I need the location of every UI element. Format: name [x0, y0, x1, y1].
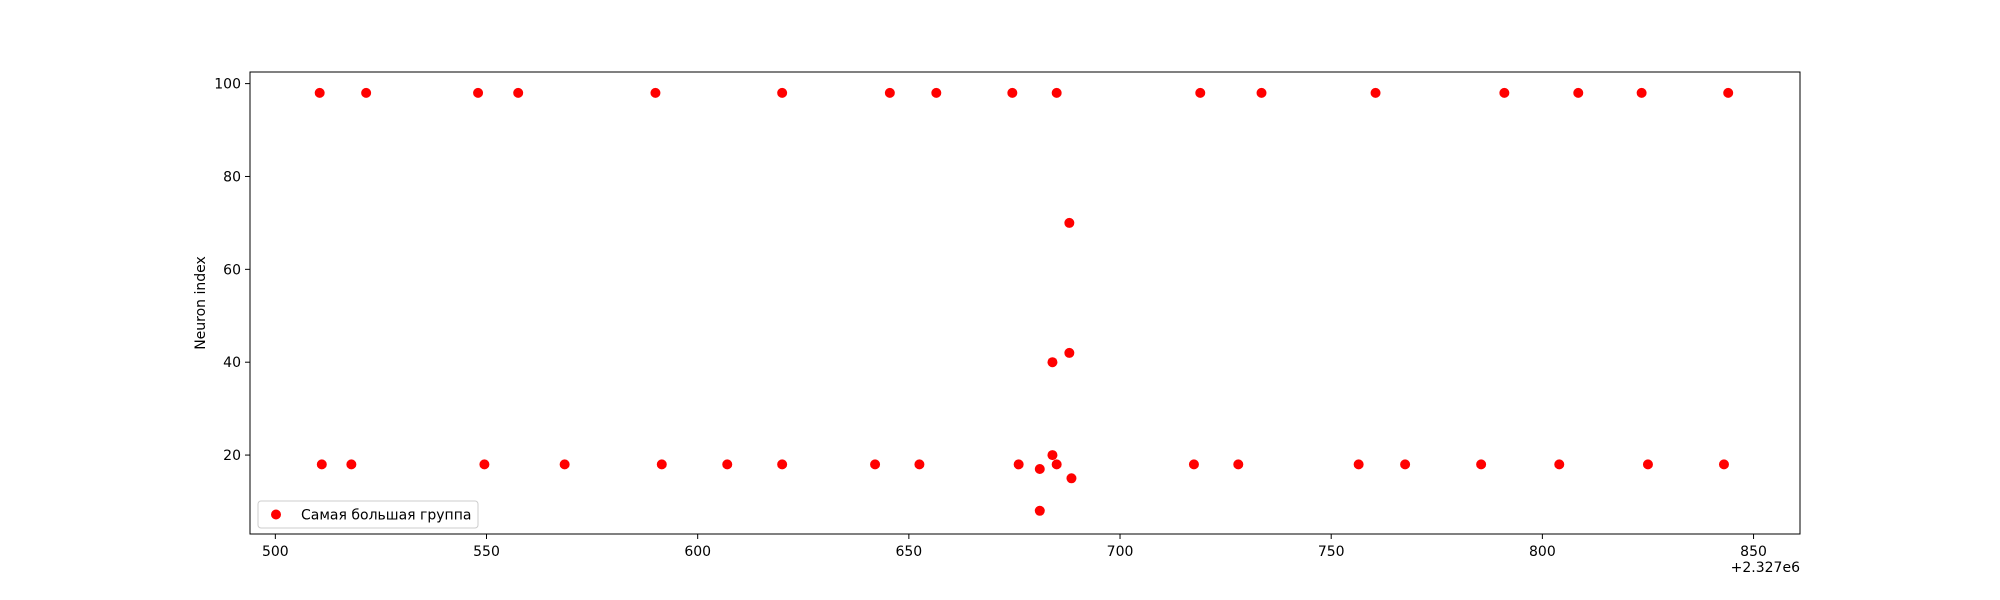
- legend-box: [257, 500, 479, 529]
- x-tick-label: 650: [895, 544, 922, 560]
- x-tick-label: 800: [1529, 544, 1556, 560]
- legend-marker: [271, 509, 281, 520]
- data-point: [314, 87, 325, 98]
- data-point: [1476, 459, 1487, 470]
- data-point: [656, 459, 667, 470]
- y-tick-label: 100: [214, 77, 241, 93]
- x-tick-label: 500: [262, 544, 289, 560]
- data-point: [870, 459, 881, 470]
- x-tick-label: 700: [1107, 544, 1134, 560]
- data-point: [1636, 87, 1647, 98]
- x-tick-label: 750: [1318, 544, 1345, 560]
- data-point: [316, 459, 327, 470]
- x-axis: 500 550 600 650 700 750 800 850: [262, 534, 1767, 560]
- data-point: [1353, 459, 1364, 470]
- x-axis-offset-label: +2.327e6: [1731, 560, 1800, 576]
- x-tick-label: 550: [473, 544, 500, 560]
- data-point: [346, 459, 357, 470]
- data-point: [777, 459, 788, 470]
- y-tick-label: 40: [223, 355, 241, 371]
- data-point: [777, 87, 788, 98]
- data-point: [1007, 87, 1018, 98]
- data-point: [1013, 459, 1024, 470]
- data-point: [884, 87, 895, 98]
- data-point: [1370, 87, 1381, 98]
- y-tick-label: 80: [223, 169, 241, 185]
- data-point: [559, 459, 570, 470]
- data-point: [479, 459, 490, 470]
- data-point: [1047, 357, 1058, 368]
- legend: Самая большая группа: [257, 500, 479, 529]
- data-point: [513, 87, 524, 98]
- data-point: [1642, 459, 1653, 470]
- y-axis: 20 40 60 80 100: [214, 77, 250, 464]
- data-point: [722, 459, 733, 470]
- data-point: [361, 87, 372, 98]
- data-point: [1400, 459, 1411, 470]
- legend-label: Самая большая группа: [301, 508, 471, 524]
- data-point: [1195, 87, 1206, 98]
- data-point: [914, 459, 925, 470]
- data-point: [1188, 459, 1199, 470]
- data-point: [650, 87, 661, 98]
- y-axis-label: Neuron index: [193, 256, 209, 350]
- data-point: [1051, 459, 1062, 470]
- data-point: [1064, 217, 1075, 228]
- data-point: [473, 87, 484, 98]
- x-tick-label: 850: [1740, 544, 1767, 560]
- data-point: [1051, 87, 1062, 98]
- data-point: [1034, 505, 1045, 516]
- y-tick-label: 20: [223, 448, 241, 464]
- data-point: [931, 87, 942, 98]
- data-point: [1047, 450, 1058, 461]
- data-point: [1499, 87, 1510, 98]
- data-point: [1233, 459, 1244, 470]
- data-point: [1718, 459, 1729, 470]
- data-point: [1573, 87, 1584, 98]
- data-point: [1064, 347, 1075, 358]
- data-point: [1256, 87, 1267, 98]
- y-tick-label: 60: [223, 262, 241, 278]
- points-layer: [314, 87, 1734, 516]
- data-point: [1066, 473, 1077, 484]
- data-point: [1554, 459, 1565, 470]
- plot-frame: [249, 71, 1801, 535]
- x-tick-label: 600: [684, 544, 711, 560]
- data-point: [1034, 463, 1045, 474]
- data-point: [1723, 87, 1734, 98]
